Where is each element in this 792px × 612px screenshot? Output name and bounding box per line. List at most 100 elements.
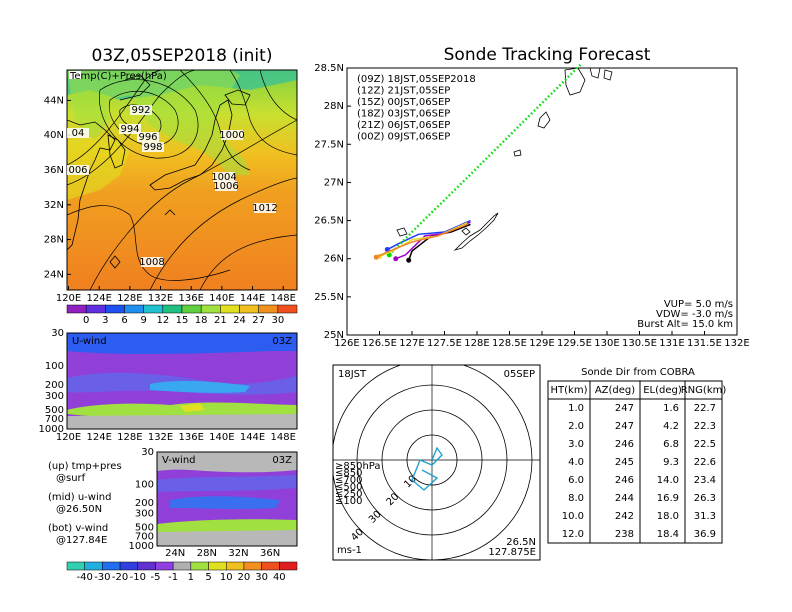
y-tick-label: 30	[51, 328, 64, 339]
colorbar-box	[181, 304, 202, 314]
colorbar-label: -1	[168, 572, 178, 583]
colorbar-label: 20	[238, 572, 251, 583]
cell: 22.5	[694, 439, 716, 450]
cell: 31.3	[694, 511, 716, 522]
contour-label: 04	[72, 128, 85, 139]
cell: 245	[615, 457, 634, 468]
colorbar-label: 15	[176, 315, 189, 326]
v-wind-time: 03Z	[272, 455, 292, 466]
y-tick-label: 300	[135, 509, 154, 520]
hodograph-lon: 127.875E	[488, 547, 536, 558]
note: (mid) u-wind	[48, 492, 111, 503]
y-tick-label: 44N	[44, 95, 64, 106]
x-tick-label: 132E	[724, 338, 749, 349]
x-tick-label: 126.5E	[362, 338, 397, 349]
colorbar-label: 30	[271, 315, 284, 326]
contour-label-bg	[67, 165, 89, 175]
colorbar-box	[172, 561, 192, 571]
x-tick-label: 140E	[209, 293, 234, 304]
x-tick-label: 28N	[197, 548, 217, 559]
x-tick-label: 132E	[148, 293, 173, 304]
cell: 1.0	[568, 403, 584, 414]
y-tick-label: 28N	[44, 235, 64, 246]
colorbar-label: -40	[77, 572, 93, 583]
x-tick-label: 24N	[165, 548, 185, 559]
colorbar-box	[124, 304, 144, 314]
colorbar-label: 6	[121, 315, 127, 326]
contour-label: 994	[120, 124, 139, 135]
colorbar-label: 1	[188, 572, 194, 583]
u-wind-label: U-wind	[72, 336, 107, 347]
colorbar-label: -20	[112, 572, 128, 583]
map-label: Temp(C)+Pres(hPa)	[69, 71, 167, 82]
y-tick-label: 300	[45, 391, 64, 402]
colorbar-box	[258, 304, 279, 314]
x-tick-label: 140E	[209, 432, 234, 443]
y-tick-label: 26.5N	[314, 216, 344, 227]
map-annotations: 120E 124E 128E 132E 136E 140E 144E 148E24N28N32…	[39, 95, 298, 583]
cell: 12.0	[562, 529, 584, 540]
end-point	[406, 257, 412, 263]
y-tick-label: 30	[141, 447, 154, 458]
ring	[406, 434, 458, 486]
end-point	[373, 254, 379, 260]
ring	[333, 365, 533, 560]
colorbar-label: 9	[140, 315, 146, 326]
colorbar-box	[200, 304, 221, 314]
contour-label: 1000	[219, 130, 244, 141]
cell: 18.0	[657, 511, 679, 522]
track	[408, 223, 471, 261]
cell: 6.0	[568, 475, 584, 486]
legend-entry: (15Z) 00JST,06SEP	[357, 97, 450, 108]
colorbar-box	[190, 561, 209, 571]
colorbar-box	[277, 304, 298, 314]
cell: 2.0	[568, 421, 584, 432]
x-tick-label: 124E	[86, 293, 111, 304]
v-wind-label: V-wind	[162, 455, 196, 466]
colorbar-label: 0	[83, 315, 89, 326]
y-tick-label: 100	[135, 479, 154, 490]
map-title: 03Z,05SEP2018 (init)	[92, 46, 273, 66]
hodograph-unit: ms-1	[337, 545, 362, 556]
y-tick-label: 26N	[324, 254, 344, 265]
cell: 247	[615, 421, 634, 432]
y-tick-label: 40N	[44, 130, 64, 141]
cell: 247	[615, 403, 634, 414]
x-tick-label: 132E	[148, 432, 173, 443]
colorbar-label: -5	[150, 572, 160, 583]
hodograph-line	[411, 446, 443, 491]
u-wind-body	[67, 333, 297, 429]
legend-entry: (18Z) 03JST,06SEP	[357, 109, 450, 120]
colorbar-box	[105, 304, 125, 314]
cell: 16.9	[657, 493, 679, 504]
colorbar-label: 30	[255, 572, 268, 583]
u-wind-time: 03Z	[272, 336, 292, 347]
x-tick-label: 144E	[240, 293, 265, 304]
y-tick-label: 1000	[39, 424, 64, 435]
colorbar-box	[279, 561, 298, 571]
x-tick-label: 148E	[270, 432, 295, 443]
y-tick-label: 25N	[324, 330, 344, 341]
cell: 246	[615, 475, 634, 486]
level-legend: ≤700	[335, 475, 362, 486]
x-tick-label: 136E	[178, 293, 203, 304]
ring	[381, 409, 483, 511]
y-tick-label: 1000	[129, 541, 154, 552]
x-tick-label: 129.5E	[557, 338, 592, 349]
contour-label: 1006	[213, 181, 238, 192]
x-tick-label: 128E	[464, 338, 489, 349]
column-header: EL(deg)	[643, 385, 682, 396]
contour-label-bg	[254, 203, 276, 213]
contour-label-bg	[130, 105, 152, 115]
ring-label: 30	[367, 509, 384, 526]
level-legend: ≤500	[335, 482, 362, 493]
y-tick-label: 24N	[44, 269, 64, 280]
colorbar-box	[261, 561, 280, 571]
y-tick-label: 100	[45, 361, 64, 372]
contour-label-bg	[67, 128, 89, 138]
x-tick-label: 144E	[240, 432, 265, 443]
colorbar-label: 18	[195, 315, 208, 326]
map-frame	[66, 69, 298, 291]
colorbar-box	[155, 561, 174, 571]
